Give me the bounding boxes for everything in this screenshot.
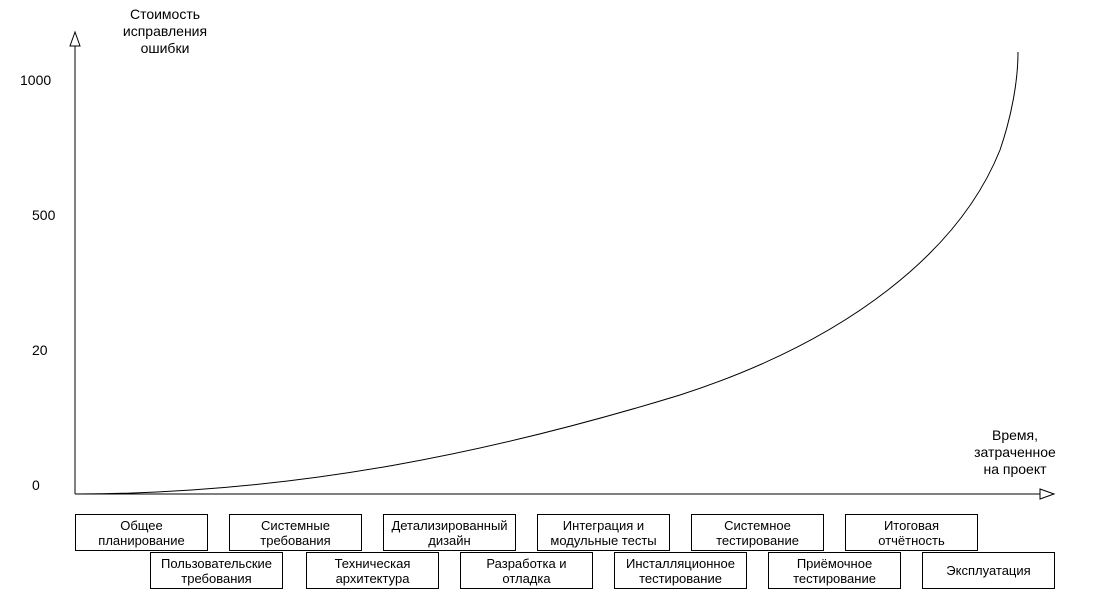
- phase-integration-unit-tests: Интеграция и модульные тесты: [537, 514, 670, 551]
- cost-curve: [74, 51, 1019, 495]
- phase-final-reporting: Итоговая отчётность: [845, 514, 978, 551]
- y-axis-label: Стоимость исправления ошибки: [122, 6, 208, 56]
- phase-general-planning: Общее планирование: [75, 514, 208, 551]
- phase-technical-architecture: Техническая архитектура: [306, 552, 439, 589]
- phase-detailed-design: Детализированный дизайн: [383, 514, 516, 551]
- y-axis-arrow-icon: [69, 30, 81, 47]
- phase-installation-testing: Инсталляционное тестирование: [614, 552, 747, 589]
- phase-acceptance-testing: Приёмочное тестирование: [768, 552, 901, 589]
- x-axis-label: Время, затраченное на проект: [974, 427, 1056, 477]
- y-tick-0: 0: [32, 477, 40, 493]
- y-tick-20: 20: [32, 342, 48, 358]
- phase-operation: Эксплуатация: [922, 552, 1055, 589]
- phase-development-debugging: Разработка и отладка: [460, 552, 593, 589]
- y-tick-1000: 1000: [20, 72, 52, 88]
- phase-system-testing: Системное тестирование: [691, 514, 824, 551]
- y-tick-500: 500: [32, 207, 56, 223]
- phase-user-requirements: Пользовательские требования: [150, 552, 283, 589]
- x-axis-arrow-icon: [1039, 488, 1056, 500]
- phase-system-requirements: Системные требования: [229, 514, 362, 551]
